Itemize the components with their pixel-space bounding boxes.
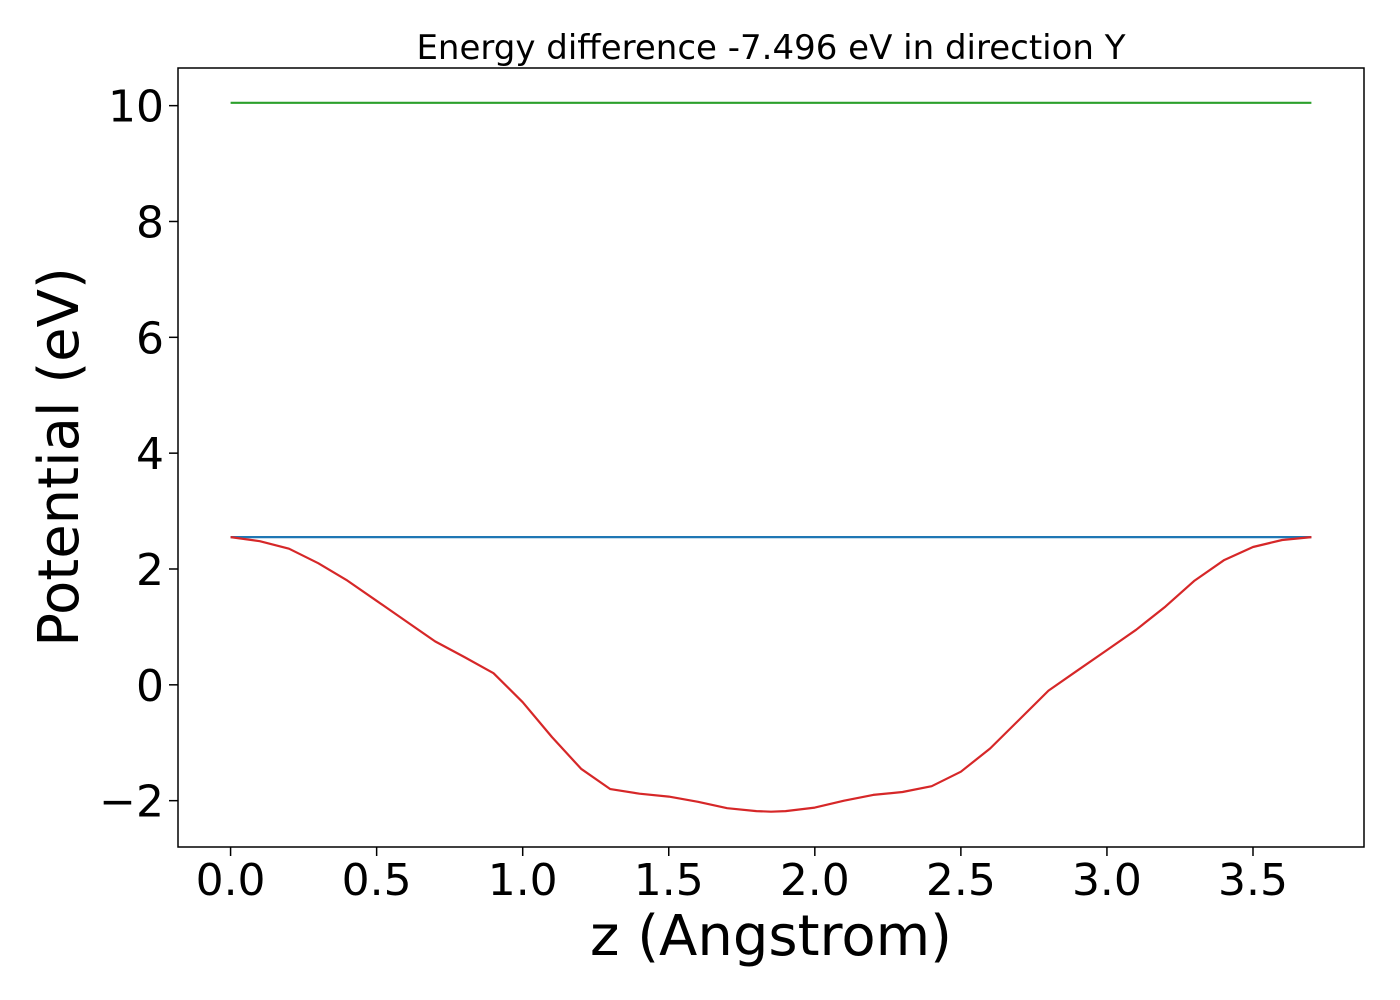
y-tick-label: 2	[136, 545, 164, 596]
y-tick-label: 0	[136, 661, 164, 712]
x-tick-label: 2.5	[926, 855, 996, 906]
x-tick-label: 0.0	[196, 855, 266, 906]
y-axis-ticks: −2 0 2 4 6 8 10	[99, 82, 178, 828]
x-tick-label: 1.0	[488, 855, 558, 906]
x-tick-label: 3.0	[1072, 855, 1142, 906]
y-tick-label: 8	[136, 197, 164, 248]
series-layer	[230, 101, 1312, 813]
y-axis-label: Potential (eV)	[27, 267, 92, 647]
x-axis-ticks: 0.0 0.5 1.0 1.5 2.0 2.5 3.0 3.5	[196, 847, 1288, 906]
x-tick-label: 0.5	[342, 855, 412, 906]
y-tick-label: −2	[99, 777, 164, 828]
chart-title: Energy difference -7.496 eV in direction…	[416, 28, 1125, 68]
x-tick-label: 1.5	[634, 855, 704, 906]
y-tick-label: 10	[108, 82, 164, 133]
plot-background	[178, 68, 1364, 847]
plot-frame	[177, 67, 1365, 848]
series-line-3	[230, 536, 1312, 813]
x-tick-label: 3.5	[1218, 855, 1288, 906]
x-tick-label: 2.0	[780, 855, 850, 906]
y-tick-label: 6	[136, 313, 164, 364]
y-tick-label: 4	[136, 429, 164, 480]
x-axis-label: z (Angstrom)	[590, 904, 952, 969]
